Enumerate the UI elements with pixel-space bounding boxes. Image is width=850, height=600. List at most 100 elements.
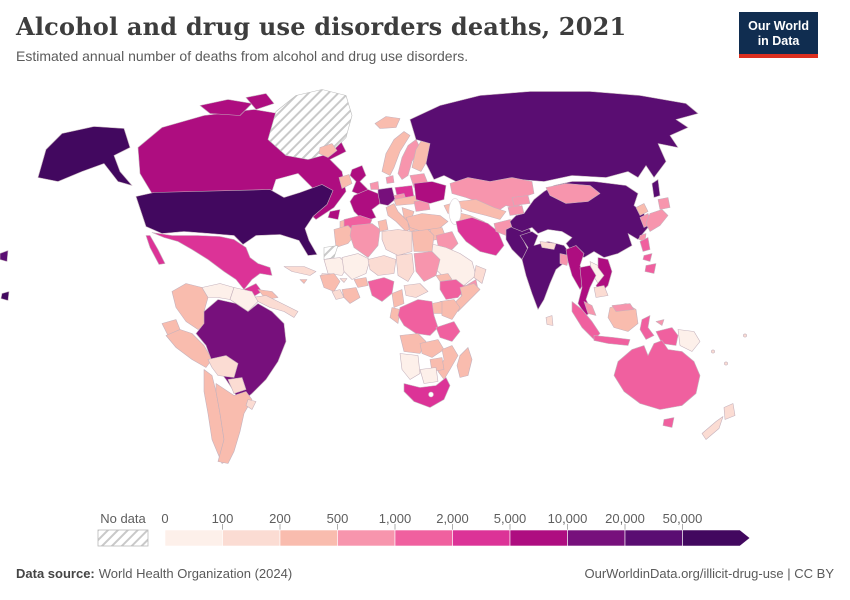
country-malaysia-peninsula[interactable] — [583, 301, 597, 316]
country-ireland[interactable] — [338, 174, 353, 189]
legend-bin-3[interactable] — [337, 529, 396, 547]
legend-bin-1[interactable] — [222, 529, 281, 547]
country-malaysia-east[interactable] — [611, 303, 635, 312]
country-central-african-republic[interactable] — [403, 283, 429, 298]
island-java[interactable] — [593, 335, 631, 346]
legend-bin-4[interactable] — [394, 529, 453, 547]
country-lesotho[interactable] — [428, 391, 434, 398]
country-philippines-luzon[interactable] — [639, 237, 651, 252]
country-russia-sakhalin[interactable] — [651, 179, 661, 198]
country-argentina[interactable] — [215, 383, 253, 464]
island-pacific-1[interactable] — [711, 349, 715, 354]
region-gabon-congo[interactable] — [389, 307, 401, 324]
legend-bin-5[interactable] — [452, 529, 511, 547]
region-benelux[interactable] — [369, 181, 380, 190]
legend-bin-7[interactable] — [567, 529, 626, 547]
country-sudan[interactable] — [413, 251, 441, 282]
country-somalia[interactable] — [455, 283, 481, 312]
legend-bin-9-arrow[interactable] — [682, 529, 751, 547]
country-usa-hawaii[interactable] — [0, 291, 10, 301]
country-china[interactable] — [509, 181, 649, 258]
country-russia[interactable] — [409, 91, 699, 184]
country-south-africa[interactable] — [403, 377, 451, 408]
country-germany[interactable] — [377, 187, 396, 206]
country-bangladesh[interactable] — [559, 253, 570, 266]
country-bolivia[interactable] — [207, 355, 239, 378]
island-pacific-3[interactable] — [743, 333, 747, 338]
country-brazil[interactable] — [195, 299, 287, 404]
country-turkey[interactable] — [405, 213, 449, 232]
country-canada-arctic-1[interactable] — [199, 99, 253, 116]
country-australia-tasmania[interactable] — [662, 417, 675, 428]
country-mali[interactable] — [341, 253, 371, 280]
country-drc[interactable] — [397, 299, 439, 336]
island-pacific-2[interactable] — [724, 361, 728, 366]
region-senegal-guinea[interactable] — [319, 273, 341, 292]
country-cambodia[interactable] — [593, 285, 609, 298]
country-new-zealand-south[interactable] — [701, 416, 724, 440]
country-mexico[interactable] — [151, 232, 273, 290]
country-australia[interactable] — [613, 340, 701, 410]
country-iran[interactable] — [455, 217, 505, 256]
country-north-korea[interactable] — [635, 203, 649, 216]
owid-logo[interactable]: Our World in Data — [739, 12, 818, 58]
country-russia-chukotka-fragment[interactable] — [0, 250, 9, 262]
country-paraguay[interactable] — [227, 377, 247, 394]
country-burkina-faso[interactable] — [353, 277, 369, 288]
country-botswana[interactable] — [419, 367, 439, 384]
country-sri-lanka[interactable] — [545, 315, 554, 326]
country-new-zealand-north[interactable] — [723, 403, 736, 420]
country-namibia[interactable] — [399, 353, 421, 380]
country-niger[interactable] — [367, 255, 397, 276]
country-mongolia[interactable] — [545, 183, 601, 204]
legend-bin-0[interactable] — [164, 529, 223, 547]
country-oman[interactable] — [473, 265, 487, 284]
country-egypt[interactable] — [411, 229, 435, 252]
country-canada-newfoundland[interactable] — [327, 209, 341, 220]
legend-no-data-swatch[interactable] — [97, 529, 149, 547]
region-svalbard[interactable] — [374, 116, 401, 129]
island-sulawesi[interactable] — [639, 315, 655, 340]
country-philippines-visayas[interactable] — [642, 253, 653, 262]
region-ivory-coast-ghana[interactable] — [341, 287, 361, 304]
legend-bin-2[interactable] — [279, 529, 338, 547]
country-cameroon[interactable] — [391, 289, 405, 308]
country-nepal[interactable] — [539, 241, 557, 250]
country-india[interactable] — [519, 231, 571, 310]
country-algeria[interactable] — [349, 223, 381, 258]
country-ethiopia[interactable] — [439, 279, 467, 300]
country-greenland-no-data[interactable] — [267, 89, 353, 160]
country-cuba[interactable] — [283, 266, 317, 276]
rights-link[interactable]: OurWorldinData.org/illicit-drug-use | CC… — [584, 566, 835, 581]
country-canada-arctic-2[interactable] — [245, 93, 275, 110]
country-alaska[interactable] — [37, 126, 133, 186]
country-eritrea[interactable] — [435, 273, 453, 282]
country-japan-honshu[interactable] — [645, 209, 669, 232]
country-iceland[interactable] — [318, 143, 338, 158]
country-mexico-baja[interactable] — [145, 235, 166, 265]
country-norway[interactable] — [381, 131, 411, 176]
country-jamaica[interactable] — [299, 279, 308, 284]
country-ukraine[interactable] — [413, 181, 447, 204]
country-tanzania[interactable] — [435, 321, 461, 342]
country-chad[interactable] — [395, 253, 415, 282]
country-japan-hokkaido[interactable] — [657, 197, 671, 210]
country-libya[interactable] — [381, 229, 413, 256]
country-denmark[interactable] — [385, 175, 395, 184]
region-central-america[interactable] — [251, 295, 299, 318]
country-uzbekistan[interactable] — [457, 199, 507, 220]
country-philippines-mindanao[interactable] — [644, 263, 657, 274]
country-papua-new-guinea[interactable] — [677, 329, 701, 352]
country-tunisia[interactable] — [377, 219, 389, 232]
country-nigeria[interactable] — [367, 277, 395, 302]
legend-bin-6[interactable] — [509, 529, 568, 547]
country-mozambique[interactable] — [437, 345, 459, 380]
country-usa[interactable] — [135, 184, 334, 256]
country-zambia[interactable] — [419, 339, 445, 358]
country-uruguay[interactable] — [245, 399, 257, 410]
islands-maluku-1[interactable] — [655, 319, 665, 326]
country-madagascar[interactable] — [456, 347, 473, 378]
country-france[interactable] — [349, 189, 381, 222]
country-puerto-rico[interactable] — [339, 278, 348, 283]
country-kyrgyzstan[interactable] — [511, 195, 531, 206]
